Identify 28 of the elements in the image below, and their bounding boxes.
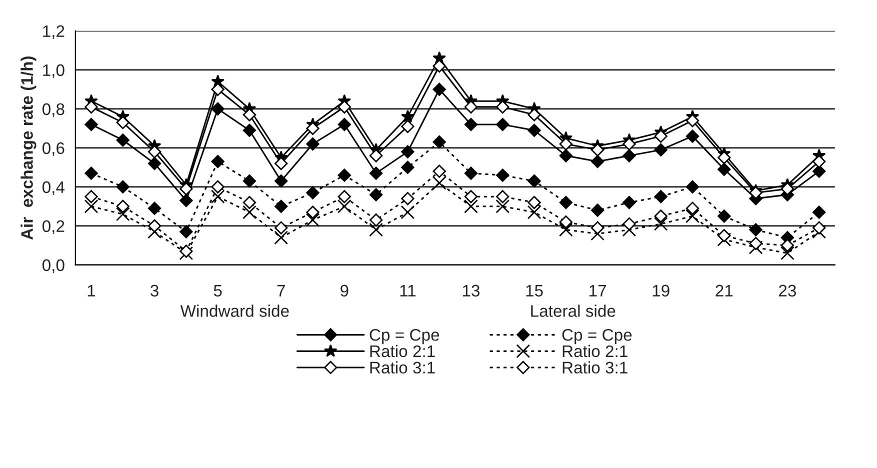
y-tick-label: 1,0 <box>43 64 64 78</box>
x-tick-label: 15 <box>526 284 543 297</box>
x-tick-label: 5 <box>214 284 222 297</box>
legend-label: Ratio 2:1 <box>562 344 628 358</box>
x-tick-label: 23 <box>779 284 796 297</box>
y-tick-label: 0,8 <box>42 103 64 118</box>
x-tick-label: 11 <box>400 284 416 296</box>
y-tick-label: 0,4 <box>42 181 65 196</box>
text: Lateral side <box>531 304 616 317</box>
y-tick-label: 0,6 <box>42 142 64 156</box>
legend-label: Ratio 2:1 <box>370 344 435 358</box>
x-tick-label: 17 <box>590 284 606 296</box>
y-tick-label: 0,0 <box>42 259 64 274</box>
legend-label: Ratio 3:1 <box>370 361 435 374</box>
legend-label: Cp = Cpe <box>370 329 440 344</box>
y-tick-label: 0,2 <box>42 220 64 234</box>
x-tick-label: 1 <box>88 284 96 296</box>
legend-label: Ratio 3:1 <box>562 361 628 374</box>
x-tick-label: 7 <box>277 284 285 296</box>
y-axis-title: Air exchange rate (1/h) <box>20 56 36 240</box>
x-tick-label: 19 <box>652 284 670 297</box>
legend-label: Cp = Cpe <box>562 329 632 344</box>
x-tick-label: 21 <box>716 284 733 296</box>
text: Windward side <box>180 304 289 317</box>
x-tick-label: 3 <box>150 284 158 297</box>
x-tick-label: 13 <box>462 284 480 297</box>
y-tick-label: 1,2 <box>43 25 64 40</box>
x-tick-label: 9 <box>340 284 348 297</box>
